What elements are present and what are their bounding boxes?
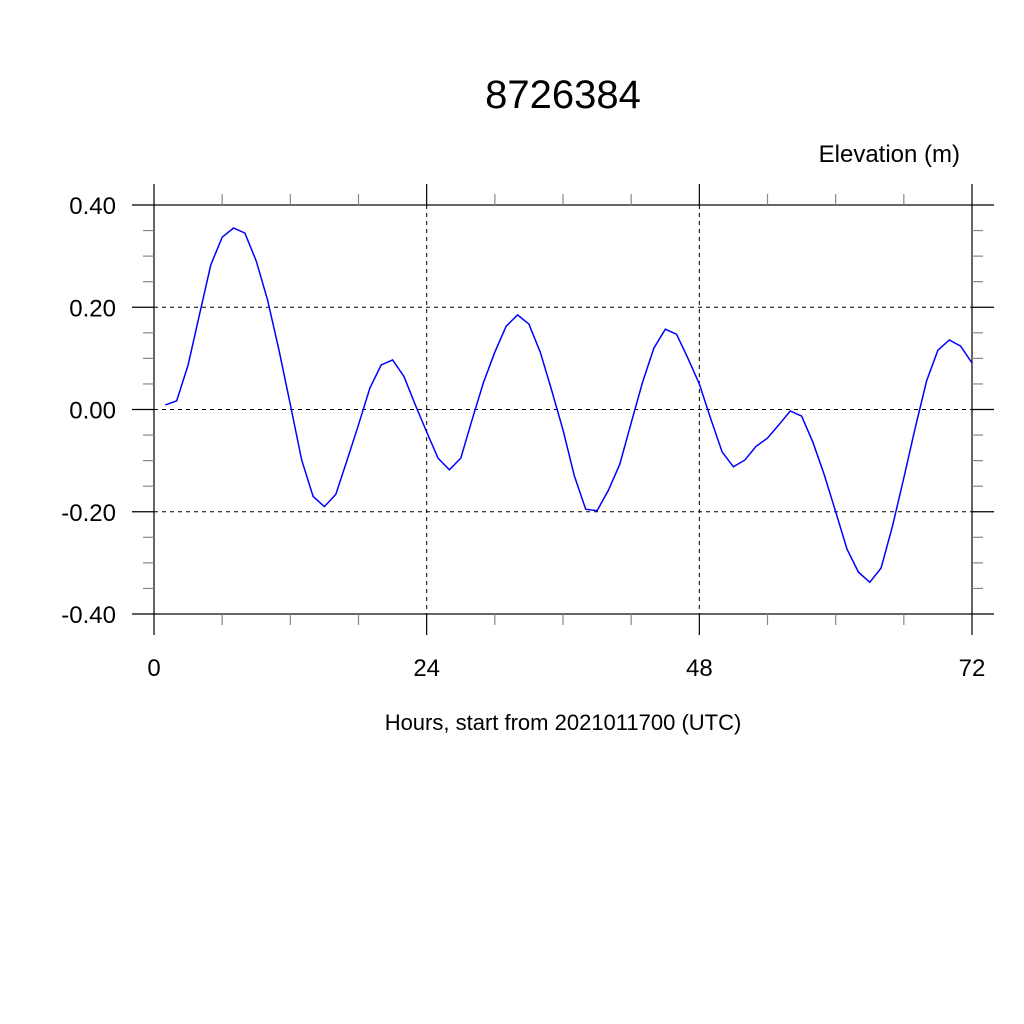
y-tick-label: 0.40 [69, 193, 116, 220]
x-tick-label: 24 [413, 655, 440, 682]
y-tick-label: -0.20 [61, 500, 116, 527]
y-axis-label: Elevation (m) [819, 141, 960, 168]
x-tick-label: 72 [959, 655, 986, 682]
tick-labels: 0 24 48 72 0.40 0.20 0.00 -0.20 -0.40 [61, 193, 985, 682]
y-tick-label: 0.00 [69, 398, 116, 425]
y-tick-label: 0.20 [69, 295, 116, 322]
x-axis-label: Hours, start from 2021011700 (UTC) [385, 710, 742, 735]
x-tick-label: 48 [686, 655, 713, 682]
y-tick-label: -0.40 [61, 602, 116, 629]
x-tick-label: 0 [147, 655, 160, 682]
elevation-series-line [165, 227, 973, 584]
chart-title: 8726384 [485, 73, 641, 117]
axes [132, 184, 994, 635]
